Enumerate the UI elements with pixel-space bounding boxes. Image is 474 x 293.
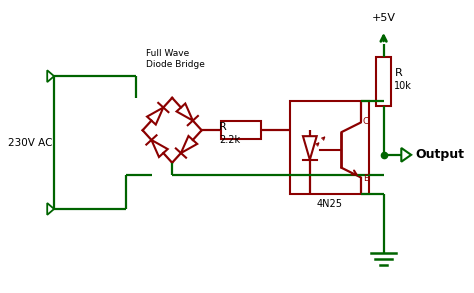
Text: Output: Output bbox=[415, 148, 464, 161]
Text: R: R bbox=[394, 68, 402, 78]
Text: 10k: 10k bbox=[394, 81, 412, 91]
Text: E: E bbox=[363, 174, 369, 183]
Text: 2.2k: 2.2k bbox=[219, 135, 240, 145]
FancyBboxPatch shape bbox=[290, 101, 369, 194]
FancyBboxPatch shape bbox=[376, 57, 392, 106]
Text: +5V: +5V bbox=[372, 13, 396, 23]
Text: Full Wave
Diode Bridge: Full Wave Diode Bridge bbox=[146, 49, 204, 69]
Text: 4N25: 4N25 bbox=[317, 199, 343, 209]
Text: R: R bbox=[219, 122, 227, 132]
FancyBboxPatch shape bbox=[221, 121, 261, 139]
Text: C: C bbox=[363, 117, 369, 126]
Text: 230V AC: 230V AC bbox=[8, 138, 52, 148]
